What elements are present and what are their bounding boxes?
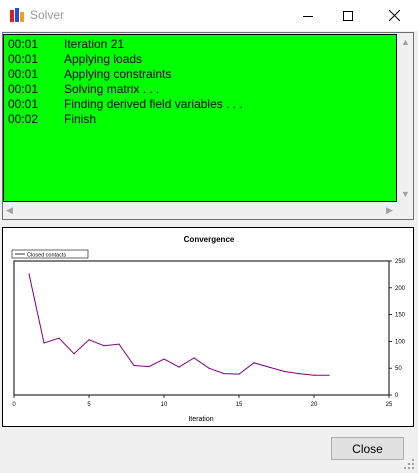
- data-point: [283, 370, 285, 373]
- close-window-button[interactable]: [372, 0, 416, 31]
- scroll-up-icon[interactable]: ▲: [401, 37, 410, 47]
- series-line-closed-contacts: [28, 273, 329, 376]
- log-vertical-scrollbar[interactable]: ▲ ▼: [397, 34, 413, 202]
- data-point: [193, 357, 195, 359]
- log-time: 00:01: [8, 82, 39, 96]
- data-point: [103, 345, 105, 347]
- x-axis-label: Iteration: [188, 416, 213, 423]
- legend-box: [11, 249, 89, 259]
- close-icon: [388, 10, 400, 21]
- data-point: [178, 366, 180, 368]
- plot-border: [13, 260, 390, 396]
- convergence-chart-frame: Convergence Iteration Closed contacts 0 5…: [2, 227, 414, 427]
- y-tick-label: 150: [395, 313, 406, 319]
- x-tick-label: 25: [386, 402, 393, 408]
- log-time: 00:01: [8, 67, 39, 81]
- data-point: [208, 367, 210, 369]
- chart-title: Convergence: [184, 235, 235, 244]
- y-tick-label: 50: [395, 366, 402, 372]
- data-point: [268, 366, 270, 368]
- data-point: [163, 358, 165, 360]
- data-point: [148, 365, 150, 368]
- title-bar[interactable]: Solver: [0, 0, 418, 31]
- log-message: Applying constraints: [64, 67, 172, 81]
- scroll-left-icon[interactable]: ◀: [6, 205, 13, 215]
- data-point: [313, 374, 315, 376]
- x-tick-label: 5: [87, 402, 91, 408]
- log-time: 00:01: [8, 52, 39, 66]
- data-point: [133, 364, 135, 367]
- log-message: Finding derived field variables . . .: [64, 97, 243, 111]
- y-tick-label: 0: [395, 393, 399, 399]
- minimize-button[interactable]: [286, 0, 330, 31]
- minimize-icon: [303, 15, 313, 17]
- data-point: [58, 337, 60, 339]
- y-tick-label: 250: [395, 259, 406, 265]
- log-message: Solving matrix . . .: [64, 82, 160, 96]
- y-tick-label: 200: [395, 286, 406, 292]
- maximize-button[interactable]: [326, 0, 370, 31]
- data-point: [238, 373, 240, 375]
- x-tick-label: 15: [236, 402, 243, 408]
- data-point: [73, 353, 75, 355]
- resize-grip-icon[interactable]: [404, 459, 416, 471]
- y-tick-label: 100: [395, 339, 406, 345]
- data-point: [253, 362, 255, 364]
- x-tick-label: 10: [161, 402, 168, 408]
- convergence-chart: Convergence Iteration Closed contacts 0 5…: [11, 235, 406, 423]
- x-tick-label: 20: [311, 402, 318, 408]
- maximize-icon: [343, 10, 353, 21]
- log-time: 00:01: [8, 97, 39, 111]
- data-point: [298, 372, 300, 375]
- x-tick-label: 0: [12, 402, 16, 408]
- data-point: [88, 339, 90, 341]
- window-title: Solver: [30, 8, 65, 22]
- log-time: 00:01: [8, 37, 39, 51]
- chart-legend: Closed contacts: [11, 249, 89, 259]
- close-button[interactable]: Close: [331, 437, 404, 460]
- log-message: Finish: [64, 112, 97, 126]
- data-point: [223, 372, 225, 375]
- data-point: [328, 374, 330, 376]
- solver-app-icon: [10, 8, 24, 22]
- scroll-down-icon[interactable]: ▼: [401, 189, 410, 199]
- log-time: 00:02: [8, 112, 39, 126]
- log-message: Applying loads: [64, 52, 143, 66]
- legend-label: Closed contacts: [27, 253, 66, 259]
- scroll-right-icon[interactable]: ▶: [386, 205, 393, 215]
- log-message: Iteration 21: [64, 37, 125, 51]
- data-point: [118, 343, 120, 345]
- solver-log[interactable]: 00:01 Iteration 21 00:01 Applying loads …: [3, 34, 397, 202]
- log-horizontal-scrollbar[interactable]: ◀ ▶: [3, 203, 397, 219]
- data-point: [28, 273, 30, 275]
- data-point: [43, 342, 45, 344]
